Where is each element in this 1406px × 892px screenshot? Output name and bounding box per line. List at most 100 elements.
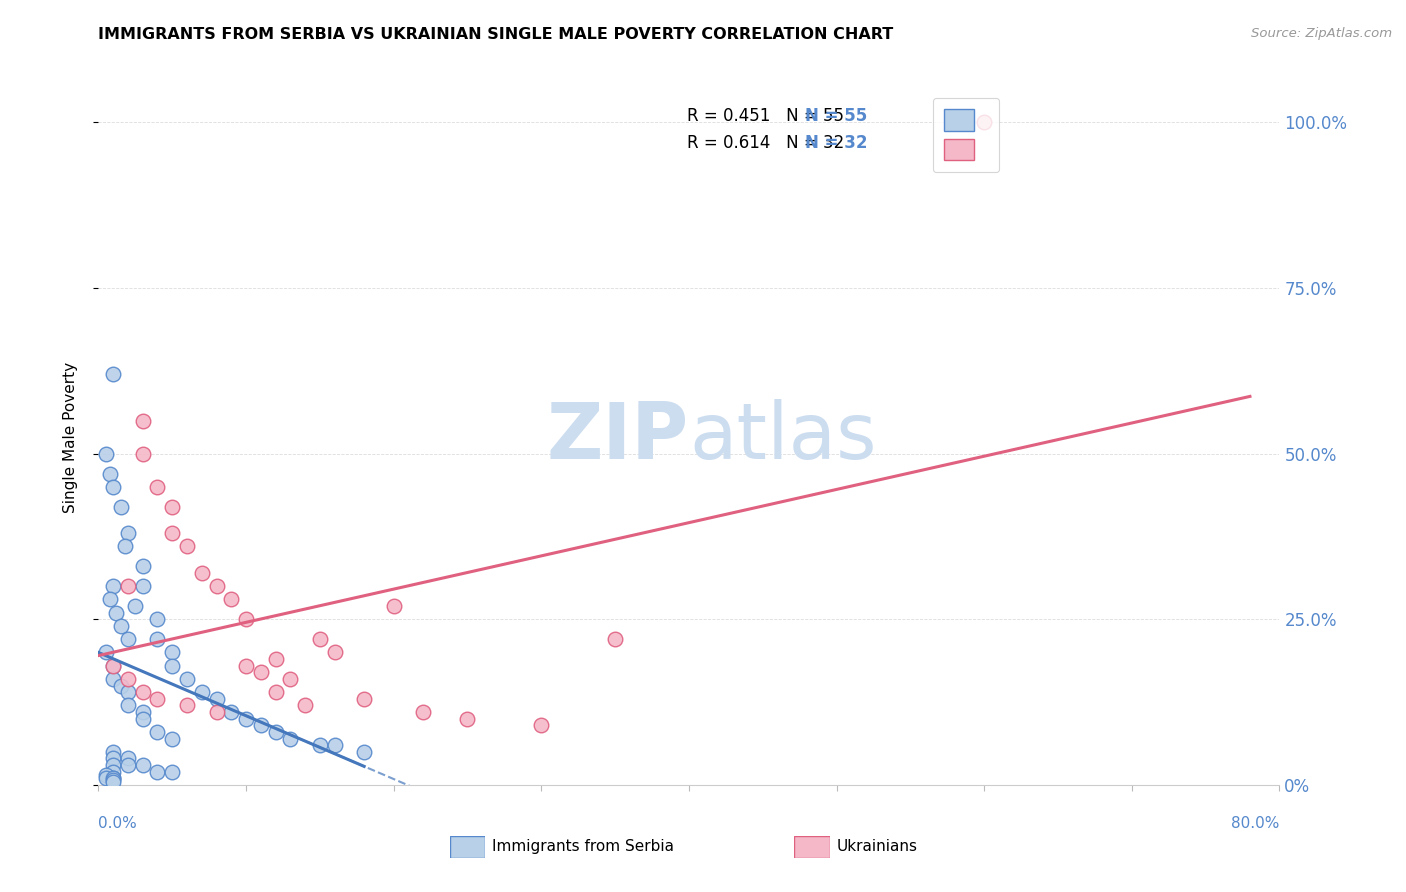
Point	[114, 540, 136, 554]
Point	[98, 467, 121, 481]
Point	[235, 612, 257, 626]
Point	[117, 698, 139, 713]
Point	[176, 698, 198, 713]
Point	[117, 672, 139, 686]
Point	[162, 731, 183, 746]
Point	[117, 751, 139, 765]
Point	[530, 718, 553, 732]
Text: R = 0.614   N = 32: R = 0.614 N = 32	[686, 135, 844, 153]
Point	[176, 672, 198, 686]
Point	[278, 731, 302, 746]
Point	[103, 758, 125, 772]
Point	[103, 772, 125, 786]
Point	[205, 691, 228, 706]
Point	[146, 725, 169, 739]
Point	[94, 768, 117, 782]
Point	[117, 526, 139, 541]
Point	[264, 725, 287, 739]
Point	[132, 579, 155, 593]
Point	[382, 599, 405, 613]
Point	[103, 745, 125, 759]
Point	[103, 772, 125, 786]
Point	[250, 718, 273, 732]
Point	[110, 679, 132, 693]
Point	[162, 526, 183, 541]
Point	[235, 712, 257, 726]
Point	[103, 579, 125, 593]
Point	[110, 619, 132, 633]
Point	[103, 772, 125, 787]
Point	[117, 758, 139, 772]
Point	[412, 705, 434, 719]
Point	[605, 632, 627, 647]
Point	[250, 665, 273, 680]
Point	[278, 672, 302, 686]
Point	[235, 658, 257, 673]
Point	[103, 480, 125, 494]
Point	[103, 764, 125, 779]
Point	[308, 738, 332, 752]
Point	[264, 685, 287, 699]
Point	[110, 500, 132, 514]
Point	[191, 566, 214, 580]
Point	[205, 705, 228, 719]
Text: Ukrainians: Ukrainians	[837, 839, 918, 855]
Point	[146, 691, 169, 706]
Point	[219, 592, 242, 607]
Point	[132, 758, 155, 772]
Point	[308, 632, 332, 647]
Point	[103, 658, 125, 673]
Point	[103, 774, 125, 789]
Point	[103, 658, 125, 673]
Point	[132, 712, 155, 726]
Legend: , : ,	[932, 97, 1000, 172]
Point	[146, 632, 169, 647]
Text: 0.0%: 0.0%	[98, 816, 138, 831]
Point	[264, 652, 287, 666]
Text: ZIP: ZIP	[547, 399, 689, 475]
Text: 80.0%: 80.0%	[1232, 816, 1279, 831]
Point	[146, 612, 169, 626]
Point	[103, 751, 125, 765]
Point	[132, 447, 155, 461]
Point	[205, 579, 228, 593]
Point	[191, 685, 214, 699]
Point	[117, 685, 139, 699]
Text: N = 32: N = 32	[804, 135, 868, 153]
Point	[323, 738, 346, 752]
Point	[353, 745, 375, 759]
Point	[132, 413, 155, 427]
Text: N = 55: N = 55	[804, 106, 868, 125]
Point	[103, 672, 125, 686]
Point	[353, 691, 375, 706]
Point	[132, 705, 155, 719]
Point	[94, 772, 117, 786]
Point	[162, 500, 183, 514]
Point	[94, 645, 117, 659]
Point	[973, 115, 995, 129]
Text: atlas: atlas	[689, 399, 876, 475]
Point	[105, 606, 128, 620]
Point	[124, 599, 146, 613]
Point	[146, 764, 169, 779]
Point	[117, 579, 139, 593]
Point	[162, 645, 183, 659]
Point	[98, 592, 121, 607]
Point	[132, 559, 155, 574]
Y-axis label: Single Male Poverty: Single Male Poverty	[63, 361, 77, 513]
Point	[323, 645, 346, 659]
Text: Immigrants from Serbia: Immigrants from Serbia	[492, 839, 673, 855]
Point	[162, 764, 183, 779]
Text: Source: ZipAtlas.com: Source: ZipAtlas.com	[1251, 27, 1392, 40]
Point	[294, 698, 316, 713]
Text: R = 0.451   N = 55: R = 0.451 N = 55	[686, 106, 844, 125]
Point	[132, 685, 155, 699]
Point	[146, 480, 169, 494]
Text: IMMIGRANTS FROM SERBIA VS UKRAINIAN SINGLE MALE POVERTY CORRELATION CHART: IMMIGRANTS FROM SERBIA VS UKRAINIAN SING…	[98, 27, 894, 42]
Point	[117, 632, 139, 647]
Point	[162, 658, 183, 673]
Point	[94, 447, 117, 461]
Point	[456, 712, 478, 726]
Point	[103, 367, 125, 381]
Point	[219, 705, 242, 719]
